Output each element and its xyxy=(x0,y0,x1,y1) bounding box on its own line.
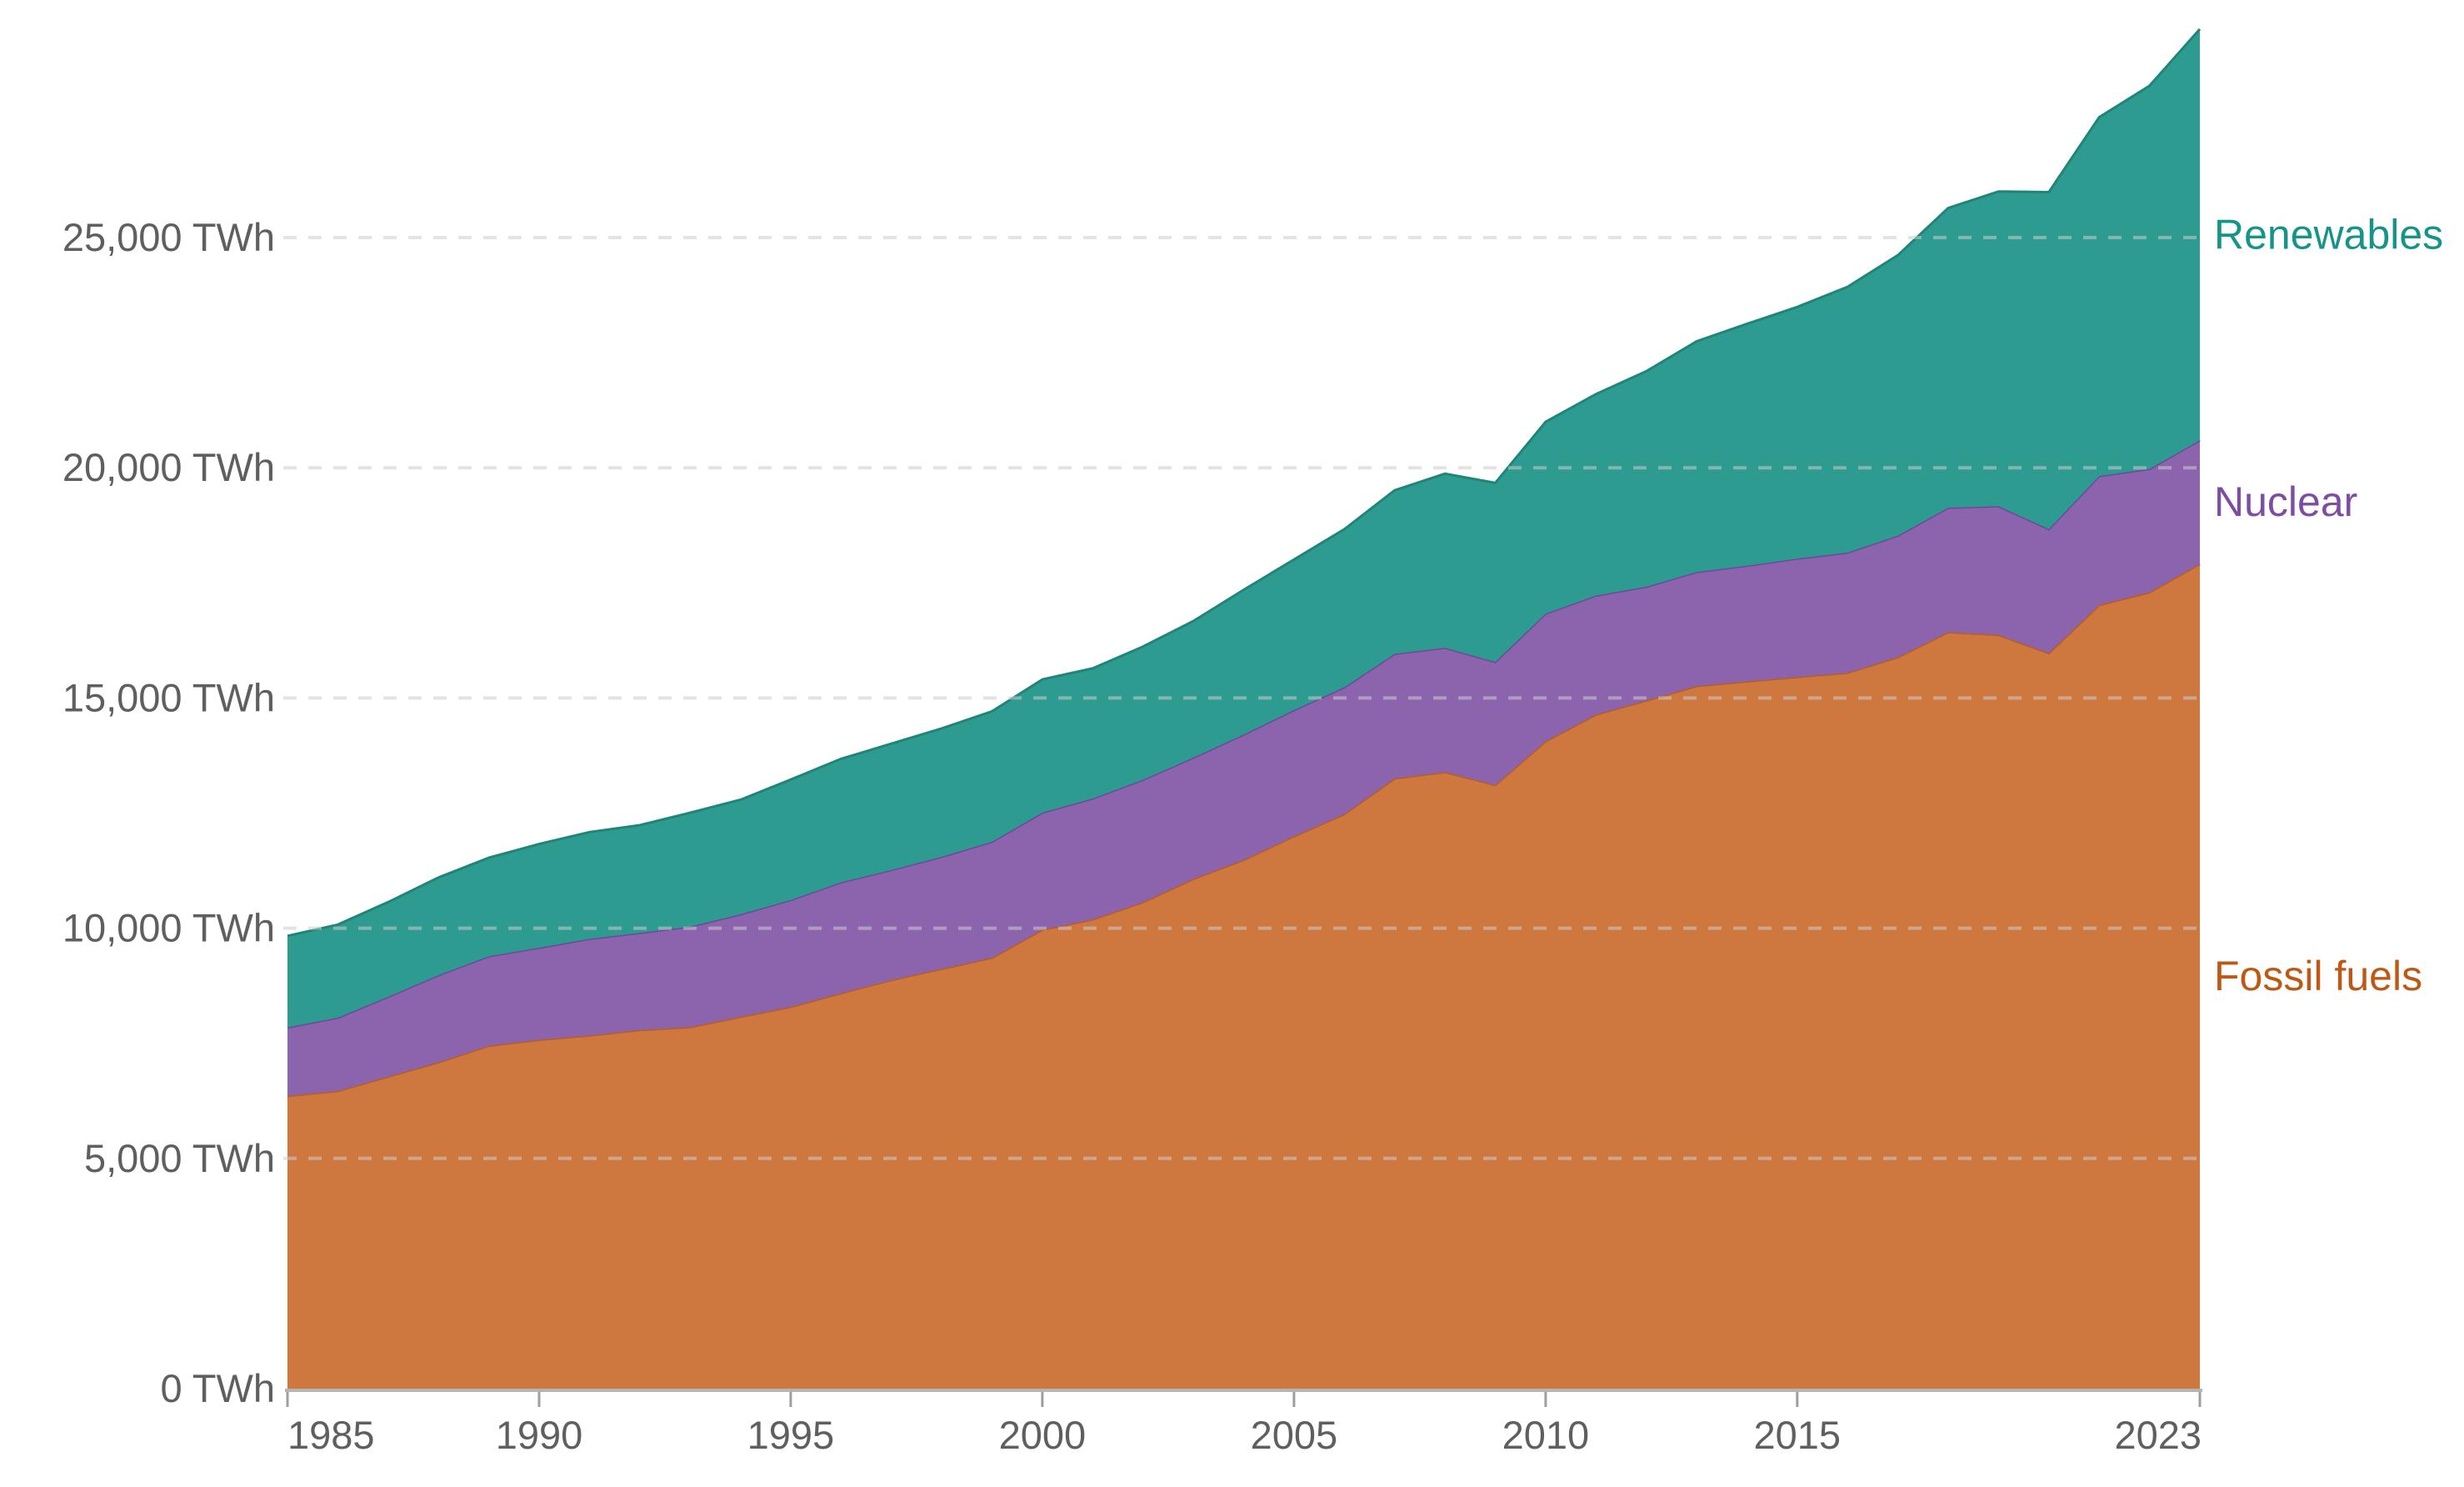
area-fossil-fuels[interactable] xyxy=(287,563,2200,1389)
x-tick-label-1990: 1990 xyxy=(496,1413,583,1457)
area-layer xyxy=(287,28,2202,1389)
y-tick-label-0: 0 TWh xyxy=(160,1366,275,1410)
y-tick-label-5000: 5,000 TWh xyxy=(84,1136,275,1180)
area-nuclear[interactable] xyxy=(287,440,2200,1096)
y-tick-label-20000: 20,000 TWh xyxy=(62,445,275,489)
y-tick-label-25000: 25,000 TWh xyxy=(62,215,275,259)
y-tick-label-10000: 10,000 TWh xyxy=(62,906,275,950)
y-tick-label-15000: 15,000 TWh xyxy=(62,675,275,719)
area-renewables[interactable] xyxy=(287,28,2200,1028)
boundary-line-renewables xyxy=(287,28,2202,938)
gridline-layer xyxy=(283,236,2200,1160)
x-tick-label-2023: 2023 xyxy=(2114,1413,2202,1457)
x-tick-label-2005: 2005 xyxy=(1251,1413,1338,1457)
x-tick-label-2000: 2000 xyxy=(999,1413,1087,1457)
legend-label-renewables[interactable]: Renewables xyxy=(2214,212,2443,258)
axis-label-layer: 0 TWh 5,000 TWh 10,000 TWh 15,000 TWh 20,000… xyxy=(62,215,2202,1457)
x-tick-label-2010: 2010 xyxy=(1502,1413,1590,1457)
axis-layer xyxy=(285,1389,2202,1407)
x-tick-label-2015: 2015 xyxy=(1754,1413,1842,1457)
x-tick-label-1985: 1985 xyxy=(287,1413,375,1457)
legend-label-nuclear[interactable]: Nuclear xyxy=(2214,478,2357,525)
x-tick-label-1995: 1995 xyxy=(747,1413,835,1457)
legend-label-fossil-fuels[interactable]: Fossil fuels xyxy=(2214,953,2422,999)
